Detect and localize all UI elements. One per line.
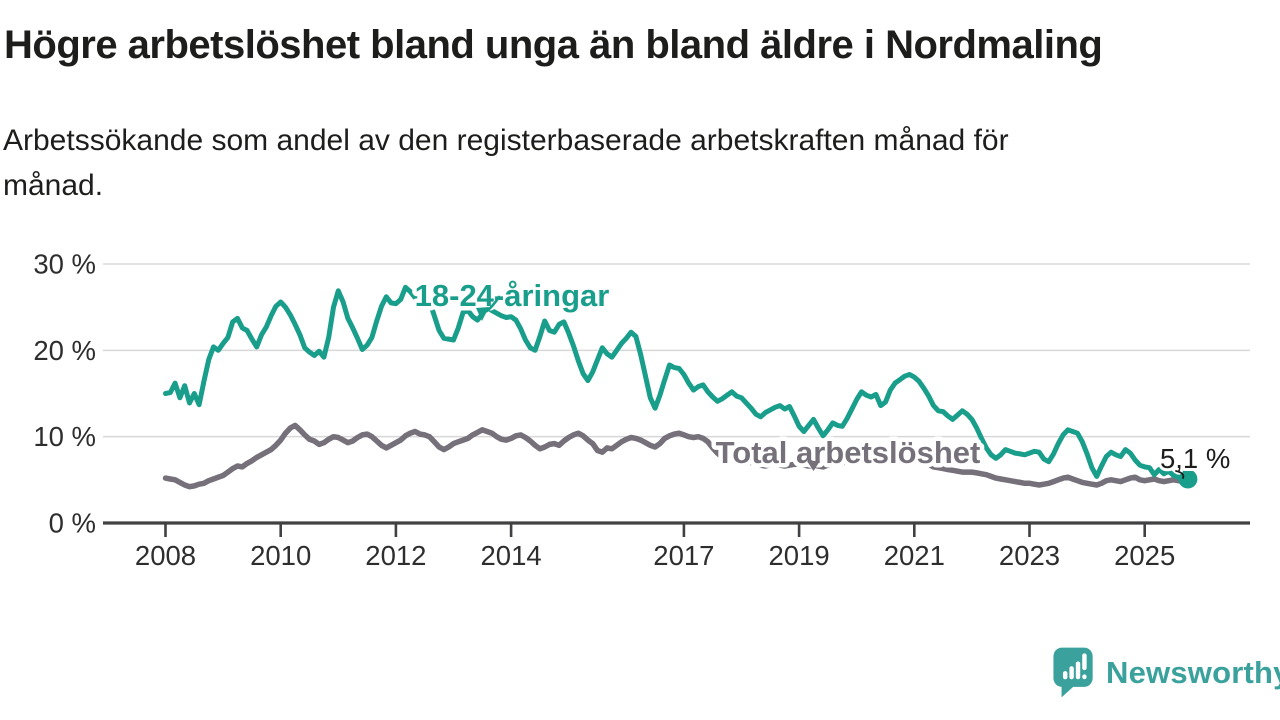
x-axis-label: 2021	[884, 540, 945, 571]
x-axis-label: 2025	[1114, 540, 1175, 571]
newsworthy-wordmark: Newsworthy	[1106, 655, 1280, 690]
newsworthy-speech-bubble-chart-icon	[1053, 647, 1093, 698]
x-axis-label: 2023	[999, 540, 1060, 571]
total-label-arrowhead	[807, 461, 820, 471]
series-line-youth	[163, 284, 1191, 483]
x-axis-label: 2017	[653, 540, 714, 571]
youth-label-arrow-curve	[485, 295, 501, 313]
x-axis-label: 2012	[365, 540, 426, 571]
subtitle-line-2: månad.	[3, 169, 104, 202]
x-axis-label: 2014	[481, 540, 542, 571]
chart-subtitle: Arbetssökande som andel av den registerb…	[3, 118, 1223, 208]
y-axis-label: 30 %	[33, 249, 96, 280]
series-line-total	[162, 422, 1191, 490]
newsworthy-logo: Newsworthy	[1052, 646, 1280, 700]
x-axis-label: 2019	[769, 540, 830, 571]
subtitle-line-1: Arbetssökande som andel av den registerb…	[3, 124, 1009, 157]
y-axis-label: 20 %	[33, 335, 96, 366]
youth-label-arrowhead	[476, 307, 489, 321]
x-axis-label: 2010	[250, 540, 311, 571]
end-value-label: 5,1 %	[1160, 443, 1230, 474]
end-value-leader-line	[1175, 470, 1185, 479]
y-axis-label: 10 %	[33, 421, 96, 452]
series-label-total: Total arbetslöshet	[716, 435, 981, 470]
series-label-youth: 18-24-åringar	[415, 278, 610, 313]
y-axis-label: 0 %	[49, 508, 96, 539]
x-axis-label: 2008	[135, 540, 196, 571]
page-title: Högre arbetslöshet bland unga än bland ä…	[4, 23, 1103, 67]
